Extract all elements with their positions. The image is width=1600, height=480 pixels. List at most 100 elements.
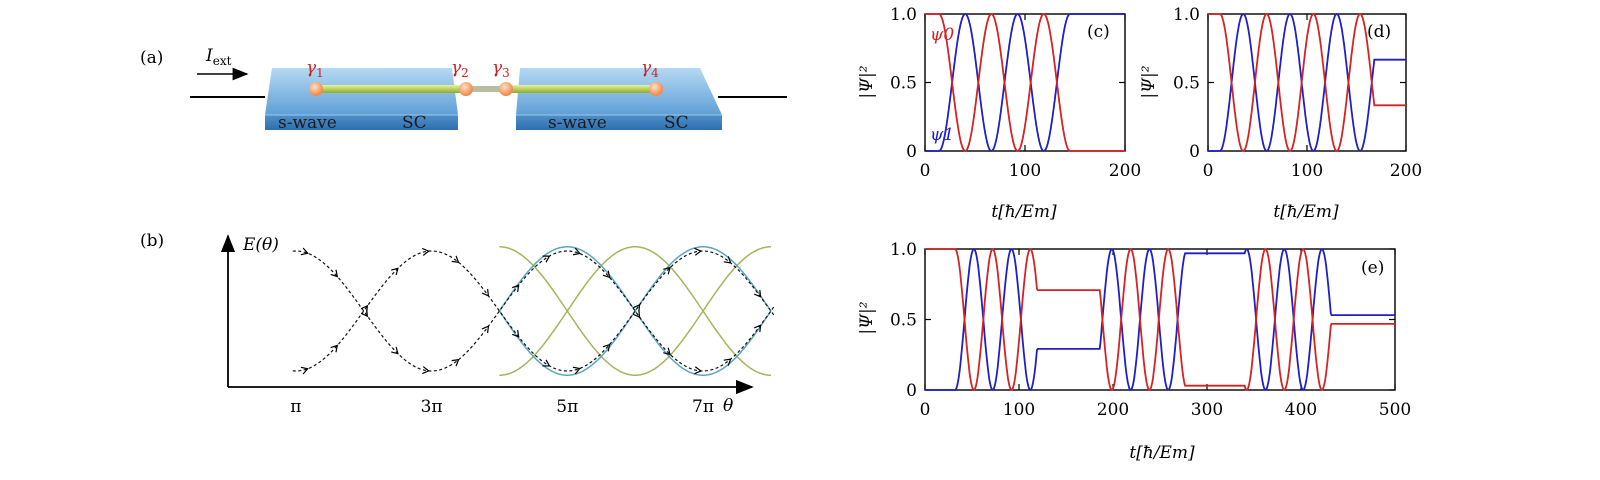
b-arrow-mark-9: [572, 247, 581, 256]
d-xlabel: t[ħ/Em]: [1273, 202, 1339, 222]
c-ytick-label-1: 0.5: [890, 74, 917, 94]
majorana-dot-2: [459, 82, 473, 96]
gamma-1-index: 1: [316, 66, 324, 80]
b-arrow-mark-17: [330, 344, 339, 353]
gamma-3: γ3: [492, 58, 510, 80]
current-symbol: I: [205, 46, 213, 66]
b-arrow-mark-22: [481, 288, 490, 297]
c-ylabel: |Ψ|²: [857, 65, 877, 98]
e-ytick-label-1: 0.5: [890, 311, 917, 331]
b-tick-label-0: π: [290, 397, 301, 417]
b-arrow-mark-25: [572, 366, 581, 375]
c-legend-psi0: ψ0: [930, 25, 954, 45]
gamma-1-symbol: γ: [306, 58, 317, 78]
d-ytick-label-2: 1.0: [1173, 5, 1200, 25]
c-series-red: [925, 13, 1125, 152]
b-arrow-mark-31: [753, 289, 762, 298]
gamma-2-index: 2: [461, 66, 469, 80]
panel-d-label: (d): [1367, 22, 1391, 42]
b-arrow-mark-18: [360, 304, 369, 313]
gamma-3-symbol: γ: [492, 58, 503, 78]
gamma-3-index: 3: [502, 66, 510, 80]
e-ylabel: |Ψ|²: [857, 301, 877, 334]
b-arrow-mark-1: [330, 269, 339, 278]
e-series-blue: [925, 248, 1395, 391]
e-frame: [924, 248, 1396, 391]
d-ylabel: |Ψ|²: [1139, 65, 1159, 98]
gamma-2: γ2: [451, 58, 469, 80]
panel-b: (b) E(θ) θ π 3π 5π 7π: [140, 231, 775, 417]
current-label: Iext: [205, 46, 232, 68]
gamma-2-symbol: γ: [451, 58, 462, 78]
d-xtick-label-2: 200: [1390, 161, 1422, 181]
c-xlabel: t[ħ/Em]: [991, 202, 1057, 222]
b-xlabel: θ: [723, 396, 733, 416]
b-arrow-mark-16: [300, 366, 309, 375]
gamma-4: γ4: [641, 58, 659, 80]
e-xtick-label-1: 100: [1003, 400, 1035, 420]
c-xtick-label-2: 200: [1109, 161, 1141, 181]
panel-b-label: (b): [140, 231, 164, 251]
d-ytick-label-0: 0: [1189, 142, 1200, 162]
b-ticks: π 3π 5π 7π: [290, 397, 714, 417]
majorana-dot-1: [309, 82, 323, 96]
b-arrow-mark-28: [663, 266, 671, 275]
e-xtick-label-3: 300: [1191, 400, 1223, 420]
gamma-4-index: 4: [651, 66, 659, 80]
b-arrow-mark-30: [723, 256, 732, 264]
left-sc-label: SC: [402, 113, 427, 133]
b-arrow-mark-6: [481, 325, 490, 334]
b-branch-teal-upper: [498, 246, 772, 313]
b-arrow-mark-29: [694, 247, 703, 256]
b-ylabel: E(θ): [242, 235, 279, 255]
b-arrow-mark-5: [451, 358, 460, 367]
left-swave-label: s-wave: [278, 113, 337, 133]
wire-gap: [466, 86, 506, 92]
current-subscript: ext: [213, 54, 232, 68]
b-tick-label-1: 3π: [421, 397, 443, 417]
b-arrow-mark-14: [723, 358, 732, 366]
panel-e: (e) |Ψ|² t[ħ/Em] 0 100 200 300 400 500 0 0.5 1.0: [857, 240, 1411, 463]
b-arrow-mark-26: [602, 343, 611, 352]
c-xtick-label-1: 100: [1009, 161, 1041, 181]
b-arrow-mark-15: [753, 324, 762, 333]
e-xtick-label-0: 0: [920, 400, 931, 420]
b-arrow-mark-27: [632, 303, 641, 312]
b-arrow-mark-10: [602, 270, 611, 279]
b-arrow-mark-12: [663, 347, 671, 356]
panel-c: (c) |Ψ|² t[ħ/Em] ψ0 ψ1 0 100 200 0 0.5 1.0: [857, 5, 1141, 222]
e-xtick-label-5: 500: [1379, 400, 1411, 420]
c-ytick-label-0: 0: [906, 142, 917, 162]
c-legend-psi1: ψ1: [930, 125, 954, 145]
right-sc-label: SC: [664, 113, 689, 133]
majorana-dot-3: [499, 82, 513, 96]
b-branch-teal-lower: [498, 309, 772, 376]
wire-right: [506, 85, 656, 93]
panel-d: (d) |Ψ|² t[ħ/Em] 0 100 200 0 0.5 1.0: [1139, 5, 1422, 222]
right-swave-label: s-wave: [548, 113, 607, 133]
b-branch-olive-lower: [499, 309, 771, 376]
panel-e-label: (e): [1361, 258, 1384, 278]
b-arrow-mark-11: [632, 310, 641, 319]
gamma-1: γ1: [306, 58, 324, 80]
e-xtick-label-2: 200: [1097, 400, 1129, 420]
b-arrow-mark-0: [300, 247, 309, 256]
b-arrow-mark-21: [451, 255, 460, 264]
e-xtick-label-4: 400: [1285, 400, 1317, 420]
b-arrow-mark-20: [422, 247, 430, 256]
e-ytick-label-2: 1.0: [890, 240, 917, 260]
panel-a-label: (a): [140, 48, 163, 68]
b-tick-label-2: 5π: [556, 397, 578, 417]
c-xtick-label-0: 0: [920, 161, 931, 181]
b-dashed-path-2: [292, 250, 775, 372]
gamma-4-symbol: γ: [641, 58, 652, 78]
c-series-blue: [925, 13, 1125, 152]
majorana-dot-4: [649, 82, 663, 96]
b-arrow-mark-13: [694, 366, 703, 375]
d-xtick-label-1: 100: [1291, 161, 1323, 181]
c-ytick-label-2: 1.0: [890, 5, 917, 25]
b-arrow-mark-4: [422, 366, 430, 375]
e-series-red: [925, 248, 1395, 391]
e-ytick-label-0: 0: [906, 381, 917, 401]
